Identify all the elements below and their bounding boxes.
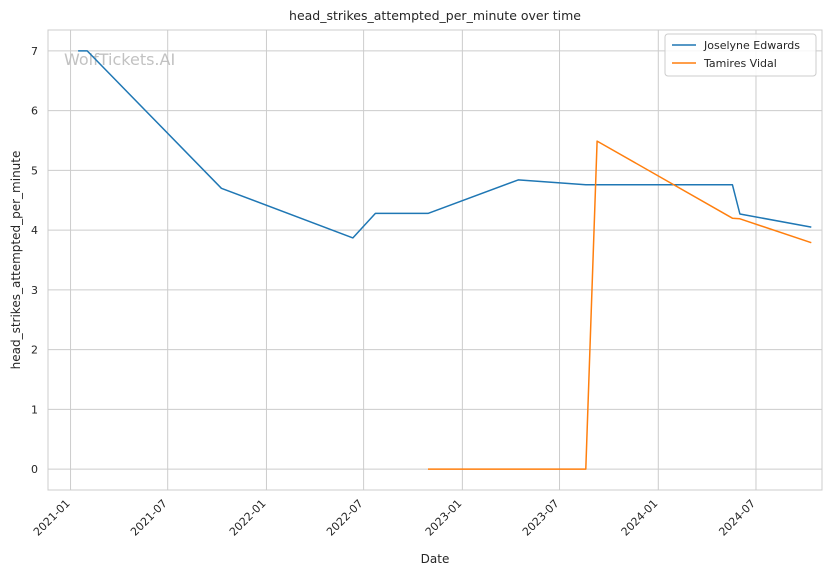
series-lines (78, 50, 812, 470)
y-axis-label: head_strikes_attempted_per_minute (9, 151, 23, 370)
legend-label: Tamires Vidal (703, 57, 777, 70)
chart-title: head_strikes_attempted_per_minute over t… (289, 8, 581, 23)
y-tick-label: 1 (31, 403, 38, 416)
watermark: WolfTickets.AI (64, 50, 175, 69)
x-axis-label: Date (421, 552, 450, 566)
y-tick-label: 6 (31, 105, 38, 118)
y-tick-label: 2 (31, 344, 38, 357)
axes (47, 29, 823, 491)
grid (48, 30, 822, 490)
series-line (78, 50, 812, 239)
y-tick-label: 7 (31, 45, 38, 58)
y-tick-label: 5 (31, 164, 38, 177)
y-tick-label: 0 (31, 463, 38, 476)
legend: Joselyne Edwards Tamires Vidal (664, 33, 817, 77)
legend-label: Joselyne Edwards (703, 39, 800, 52)
plot-frame (47, 29, 823, 491)
series-line (428, 140, 812, 470)
y-tick-label: 3 (31, 284, 38, 297)
y-tick-label: 4 (31, 224, 38, 237)
y-tick-labels: 0 1 2 3 4 5 6 7 (31, 45, 38, 476)
legend-box (664, 33, 817, 77)
